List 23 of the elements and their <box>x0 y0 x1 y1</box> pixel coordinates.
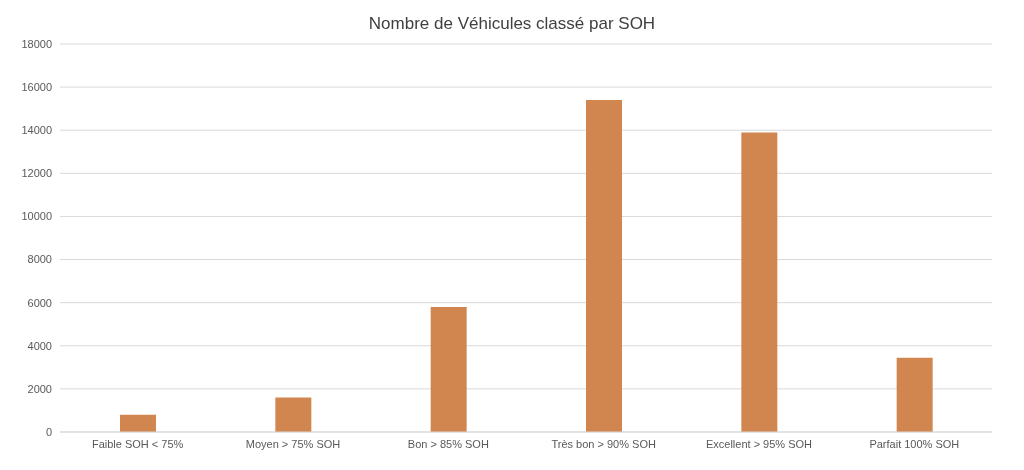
x-tick-label: Faible SOH < 75% <box>91 437 184 450</box>
x-tick-label: Excellent > 95% SOH <box>705 437 813 450</box>
x-tick-label: Très bon > 90% SOH <box>551 437 656 450</box>
y-tick-label: 18000 <box>21 37 52 50</box>
x-tick-label: Moyen > 75% SOH <box>245 437 341 450</box>
x-tick-label: Bon > 85% SOH <box>407 437 489 450</box>
y-tick-label: 16000 <box>21 81 52 94</box>
y-tick-label: 8000 <box>27 253 52 266</box>
y-tick-label: 4000 <box>27 339 52 352</box>
x-tick-label: Parfait 100% SOH <box>869 437 960 450</box>
bar <box>896 357 933 432</box>
bar <box>275 397 312 432</box>
y-tick-label: 2000 <box>27 382 52 395</box>
bar <box>120 414 156 432</box>
bar <box>430 306 467 432</box>
y-tick-label: 0 <box>45 425 52 438</box>
y-tick-label: 14000 <box>21 124 52 137</box>
y-tick-label: 10000 <box>21 210 52 223</box>
y-tick-label: 6000 <box>27 296 52 309</box>
bar <box>586 100 622 432</box>
bar <box>741 132 778 432</box>
y-tick-label: 12000 <box>21 167 52 180</box>
chart-title: Nombre de Véhicules classé par SOH <box>368 14 656 33</box>
